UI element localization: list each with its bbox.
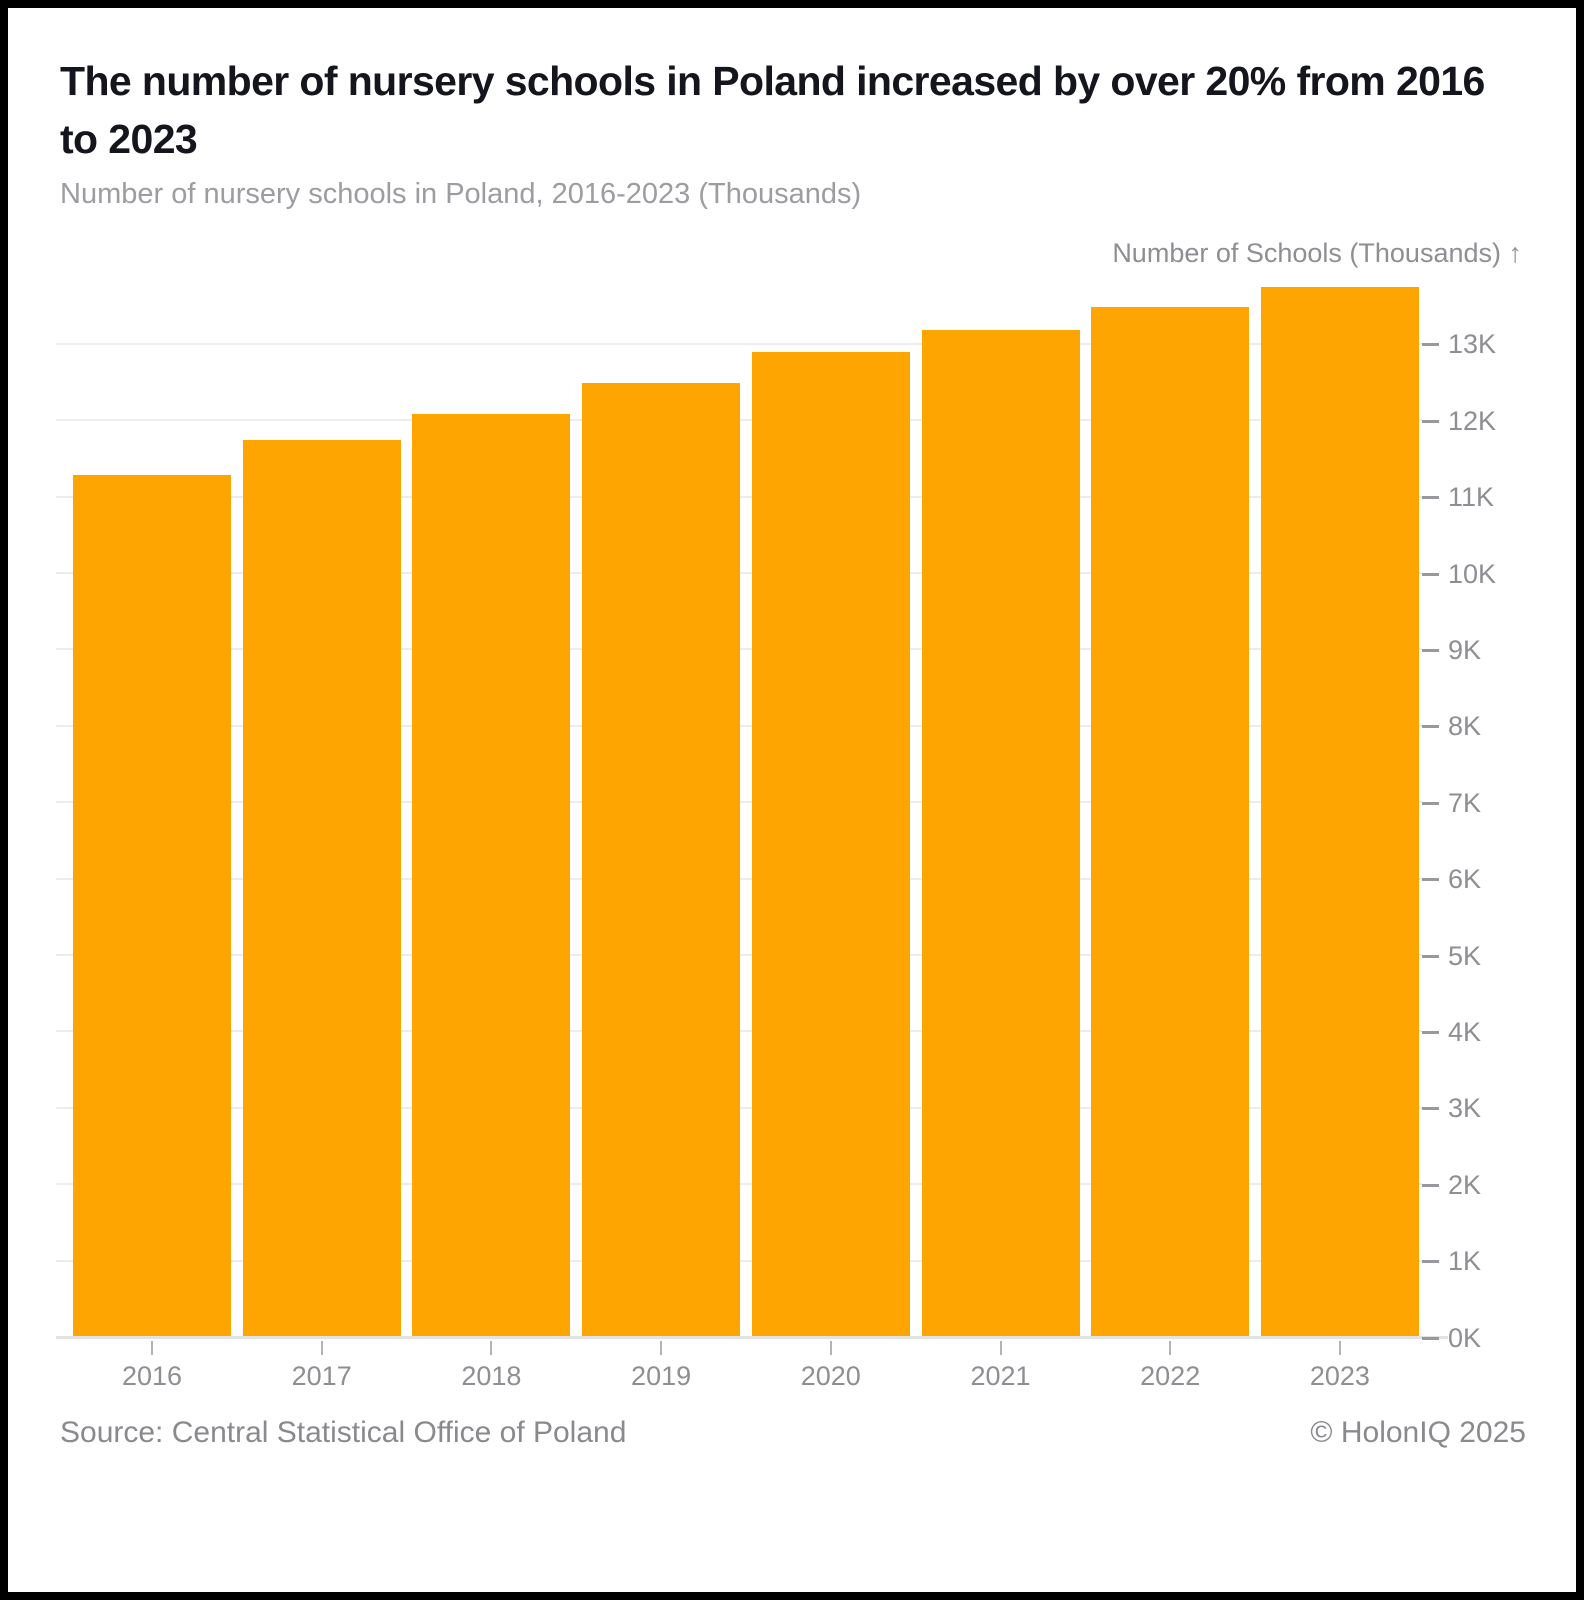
y-tick-dash	[1422, 648, 1439, 652]
x-label-2020: 2020	[800, 1361, 861, 1391]
bar-2018[interactable]	[412, 414, 571, 1338]
x-label-2021: 2021	[970, 1361, 1031, 1391]
y-tick-7K: 7K	[1422, 789, 1481, 817]
x-tickmark-2019	[660, 1341, 663, 1355]
x-label-2016: 2016	[121, 1361, 183, 1391]
x-tickmark-2021	[999, 1341, 1002, 1355]
x-tickmark-2017	[320, 1341, 323, 1355]
y-tick-label: 12K	[1448, 405, 1497, 436]
y-tick-dash	[1422, 343, 1439, 347]
x-label-2023: 2023	[1309, 1361, 1370, 1391]
bar-2023[interactable]	[1260, 287, 1419, 1338]
gridline-13k	[56, 342, 1422, 345]
x-axis: 2016 2017 2018 2019 2020 2021 2022 2023	[56, 1339, 1422, 1409]
bar-2016[interactable]	[73, 475, 231, 1338]
y-tick-label: 10K	[1448, 558, 1497, 589]
y-axis-title: Number of Schools (Thousands) ↑	[1112, 238, 1522, 268]
y-axis: 0K 1K 2K 3K 4K 5K 6K 7K 8K 9K 10K 11K 12K 13K	[1422, 278, 1562, 1351]
y-tick-dash	[1422, 1260, 1439, 1264]
y-tick-label: 0K	[1448, 1322, 1482, 1353]
chart-card: The number of nursery schools in Poland …	[8, 8, 1576, 1592]
bar-2019[interactable]	[582, 383, 741, 1338]
y-tick-5K: 5K	[1422, 942, 1481, 970]
y-tick-dash	[1422, 419, 1439, 423]
x-label-2017: 2017	[291, 1361, 352, 1391]
y-tick-dash	[1422, 878, 1439, 882]
bar-2017[interactable]	[242, 440, 401, 1338]
x-tickmark-2022	[1169, 1341, 1172, 1355]
y-tick-label: 2K	[1448, 1169, 1482, 1200]
bar-2021[interactable]	[921, 330, 1080, 1338]
y-tick-dash	[1422, 496, 1439, 500]
y-tick-dash	[1422, 801, 1439, 805]
y-tick-label: 13K	[1448, 329, 1497, 360]
y-tick-dash	[1422, 725, 1439, 729]
y-tick-9K: 9K	[1422, 636, 1481, 664]
x-label-2018: 2018	[461, 1361, 522, 1391]
x-tickmark-2016	[151, 1341, 153, 1355]
y-tick-label: 8K	[1448, 711, 1482, 742]
x-axis-line	[56, 1336, 1448, 1339]
y-tick-dash	[1422, 954, 1439, 958]
x-tickmark-2023	[1338, 1341, 1341, 1355]
y-tick-0K: 0K	[1422, 1324, 1481, 1352]
y-tick-3K: 3K	[1422, 1095, 1481, 1123]
y-tick-12K: 12K	[1422, 407, 1496, 435]
y-tick-dash	[1422, 1107, 1439, 1111]
y-tick-4K: 4K	[1422, 1018, 1481, 1046]
plot-area	[56, 278, 1422, 1338]
bar-2020[interactable]	[751, 352, 910, 1338]
bar-2022[interactable]	[1091, 307, 1250, 1338]
y-tick-1K: 1K	[1422, 1248, 1481, 1276]
y-tick-label: 9K	[1448, 634, 1482, 665]
source-note: Source: Central Statistical Office of Po…	[60, 1416, 627, 1449]
y-tick-10K: 10K	[1422, 560, 1496, 588]
y-tick-dash	[1422, 572, 1439, 576]
y-tick-dash	[1422, 1183, 1439, 1187]
y-tick-label: 11K	[1448, 482, 1495, 513]
x-label-2019: 2019	[631, 1361, 692, 1391]
y-tick-label: 3K	[1448, 1093, 1482, 1124]
y-tick-6K: 6K	[1422, 866, 1481, 894]
y-tick-label: 7K	[1448, 787, 1482, 818]
x-label-2022: 2022	[1140, 1361, 1201, 1391]
y-tick-label: 6K	[1448, 864, 1482, 895]
x-tickmark-2020	[829, 1341, 832, 1355]
copyright-note: © HolonIQ 2025	[1310, 1416, 1526, 1449]
chart-subtitle: Number of nursery schools in Poland, 201…	[60, 178, 862, 210]
chart-title: The number of nursery schools in Poland …	[60, 58, 1485, 163]
y-tick-dash	[1422, 1336, 1439, 1340]
y-tick-label: 1K	[1448, 1246, 1482, 1277]
y-tick-dash	[1422, 1030, 1439, 1034]
x-tickmark-2018	[490, 1341, 493, 1355]
y-tick-8K: 8K	[1422, 713, 1481, 741]
y-tick-11K: 11K	[1422, 484, 1494, 512]
y-tick-13K: 13K	[1422, 331, 1496, 359]
y-tick-2K: 2K	[1422, 1171, 1481, 1199]
y-tick-label: 5K	[1448, 940, 1482, 971]
y-tick-label: 4K	[1448, 1016, 1482, 1047]
